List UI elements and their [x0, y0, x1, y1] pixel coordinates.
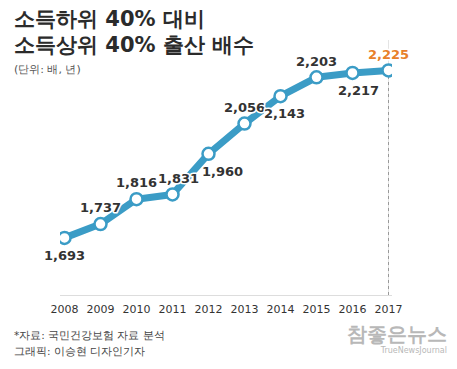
svg-text:2,225: 2,225	[368, 47, 409, 62]
html-text:*자료: 국민건강보험 자료 분석: *자료: 국민건강보험 자료 분석	[14, 329, 165, 341]
svg-text:1,816: 1,816	[116, 175, 157, 190]
svg-text:1,693: 1,693	[44, 248, 85, 263]
svg-text:2016: 2016	[339, 303, 367, 316]
svg-text:2,203: 2,203	[296, 53, 337, 68]
svg-text:2010: 2010	[123, 303, 151, 316]
svg-text:2014: 2014	[267, 303, 295, 316]
svg-text:2012: 2012	[195, 303, 223, 316]
html-text:그래픽: 이승현 디자인기자: 그래픽: 이승현 디자인기자	[14, 345, 146, 357]
svg-text:2008: 2008	[51, 303, 79, 316]
svg-text:2,056: 2,056	[224, 100, 265, 115]
html-text:소득하위 40% 대비 소득상위 40% 출산 배수: 소득하위 40% 대비 소득상위 40% 출산 배수	[14, 7, 255, 57]
html-text:참좋은뉴스: 참좋은뉴스	[347, 322, 447, 346]
html-text:TrueNewsJournal: TrueNewsJournal	[380, 346, 447, 355]
svg-text:2017: 2017	[375, 303, 403, 316]
svg-text:2,217: 2,217	[338, 83, 379, 98]
svg-text:2009: 2009	[87, 303, 115, 316]
svg-text:2,143: 2,143	[264, 106, 305, 121]
svg-text:1,960: 1,960	[202, 164, 243, 179]
svg-text:2013: 2013	[231, 303, 259, 316]
svg-text:1,737: 1,737	[80, 200, 121, 215]
svg-text:2011: 2011	[159, 303, 187, 316]
html-text:(단위: 배, 년): (단위: 배, 년)	[14, 63, 81, 76]
svg-text:2015: 2015	[303, 303, 331, 316]
svg-text:1,831: 1,831	[158, 171, 199, 186]
